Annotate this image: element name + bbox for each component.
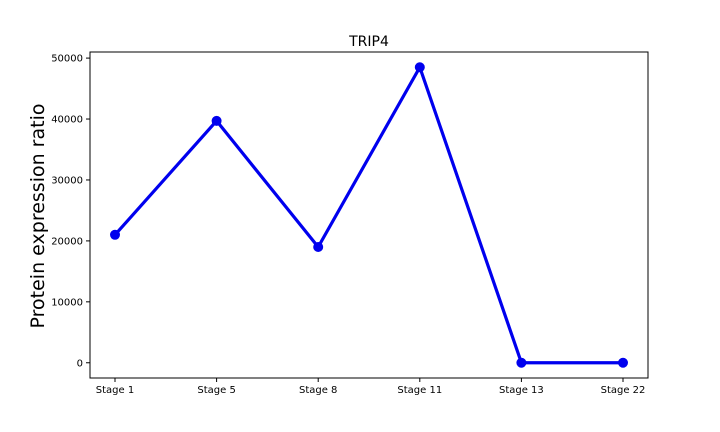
y-tick-label: 50000 [51,54,83,65]
series-layer [110,62,628,368]
x-tick-label: Stage 8 [299,385,337,396]
y-tick-label: 20000 [51,236,83,247]
x-tick-label: Stage 5 [197,385,235,396]
y-tick-label: 30000 [51,175,83,186]
y-axis-label: Protein expression ratio [27,104,49,329]
plot-area-frame [89,51,649,379]
data-point [211,115,222,126]
data-point [618,357,628,368]
y-tick-label: 0 [77,358,83,369]
data-point [414,62,425,73]
data-point [516,357,527,368]
x-tick-label: Stage 13 [499,385,544,396]
x-tick-label: Stage 11 [397,385,442,396]
x-tick-label: Stage 22 [601,385,646,396]
x-tick-label: Stage 1 [96,385,134,396]
chart-title: TRIP4 [348,34,389,50]
data-point [313,241,324,252]
axis-ticks: 0 10000 20000 30000 40000 50000 Stage 1 Stage 5… [51,54,645,396]
y-tick-label: 40000 [51,115,83,126]
data-point [110,229,120,240]
series-line [113,65,623,365]
y-tick-label: 10000 [51,297,83,308]
